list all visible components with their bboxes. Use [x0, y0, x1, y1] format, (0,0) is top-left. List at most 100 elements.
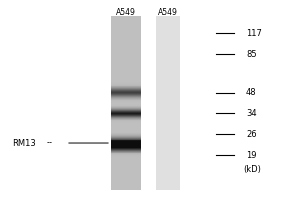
Bar — [111, 189, 141, 190]
Bar — [156, 83, 180, 84]
Bar — [156, 179, 180, 180]
Bar — [111, 145, 141, 146]
Bar — [156, 186, 180, 187]
Bar — [111, 151, 141, 152]
Bar — [156, 71, 180, 72]
Bar — [156, 150, 180, 151]
Bar — [111, 21, 141, 22]
Bar — [111, 147, 141, 148]
Bar — [111, 154, 141, 155]
Bar — [156, 45, 180, 46]
Bar — [111, 163, 141, 164]
Bar — [111, 44, 141, 45]
Bar — [156, 114, 180, 115]
Bar — [156, 146, 180, 147]
Bar — [111, 119, 141, 120]
Bar — [156, 42, 180, 43]
Bar — [111, 103, 141, 104]
Bar — [156, 101, 180, 102]
Text: A549: A549 — [116, 8, 136, 17]
Bar — [111, 162, 141, 163]
Bar — [156, 52, 180, 53]
Bar — [156, 141, 180, 142]
Bar — [111, 132, 141, 133]
Bar — [111, 61, 141, 62]
Bar — [111, 125, 141, 126]
Bar — [111, 37, 141, 38]
Bar — [156, 172, 180, 173]
Bar — [156, 73, 180, 74]
Bar — [111, 124, 141, 125]
Bar — [111, 92, 141, 93]
Bar — [111, 140, 141, 141]
Bar — [156, 181, 180, 182]
Bar — [156, 111, 180, 112]
Text: RM13: RM13 — [12, 139, 36, 148]
Bar — [156, 115, 180, 116]
Bar — [156, 153, 180, 154]
Bar — [111, 129, 141, 130]
Bar — [111, 45, 141, 46]
Text: 85: 85 — [246, 50, 256, 59]
Bar — [156, 90, 180, 91]
Bar — [156, 86, 180, 87]
Bar — [156, 173, 180, 174]
Bar — [111, 123, 141, 124]
Bar — [156, 39, 180, 40]
Bar — [156, 99, 180, 100]
Bar — [111, 113, 141, 114]
Text: 19: 19 — [246, 151, 256, 160]
Bar — [111, 99, 141, 100]
Bar — [111, 93, 141, 94]
Bar — [111, 167, 141, 168]
Bar — [111, 23, 141, 24]
Bar — [111, 179, 141, 180]
Bar — [156, 126, 180, 127]
Bar — [111, 148, 141, 149]
Bar — [111, 91, 141, 92]
Bar — [156, 76, 180, 77]
Bar — [111, 24, 141, 25]
Bar — [111, 137, 141, 138]
Bar — [111, 187, 141, 188]
Bar — [156, 49, 180, 50]
Bar — [111, 62, 141, 63]
Bar — [156, 137, 180, 138]
Bar — [156, 50, 180, 51]
Bar — [156, 54, 180, 55]
Bar — [111, 133, 141, 134]
Bar — [111, 52, 141, 53]
Bar — [156, 91, 180, 92]
Bar — [156, 149, 180, 150]
Bar — [111, 65, 141, 66]
Bar — [156, 176, 180, 177]
Bar — [111, 64, 141, 65]
Bar — [156, 17, 180, 18]
Bar — [111, 175, 141, 176]
Bar — [156, 29, 180, 30]
Bar — [156, 41, 180, 42]
Bar — [156, 129, 180, 130]
Bar — [156, 81, 180, 82]
Bar — [111, 150, 141, 151]
Bar — [156, 47, 180, 48]
Bar — [111, 110, 141, 111]
Bar — [156, 188, 180, 189]
Bar — [111, 178, 141, 179]
Bar — [111, 170, 141, 171]
Bar — [111, 83, 141, 84]
Bar — [156, 171, 180, 172]
Bar — [156, 127, 180, 128]
Bar — [111, 152, 141, 153]
Bar — [156, 105, 180, 106]
Bar — [156, 87, 180, 88]
Bar — [111, 183, 141, 184]
Bar — [111, 116, 141, 117]
Bar — [156, 97, 180, 98]
Bar — [156, 182, 180, 183]
Bar — [156, 134, 180, 135]
Bar — [156, 21, 180, 22]
Bar — [156, 57, 180, 58]
Bar — [111, 114, 141, 115]
Bar — [111, 142, 141, 143]
